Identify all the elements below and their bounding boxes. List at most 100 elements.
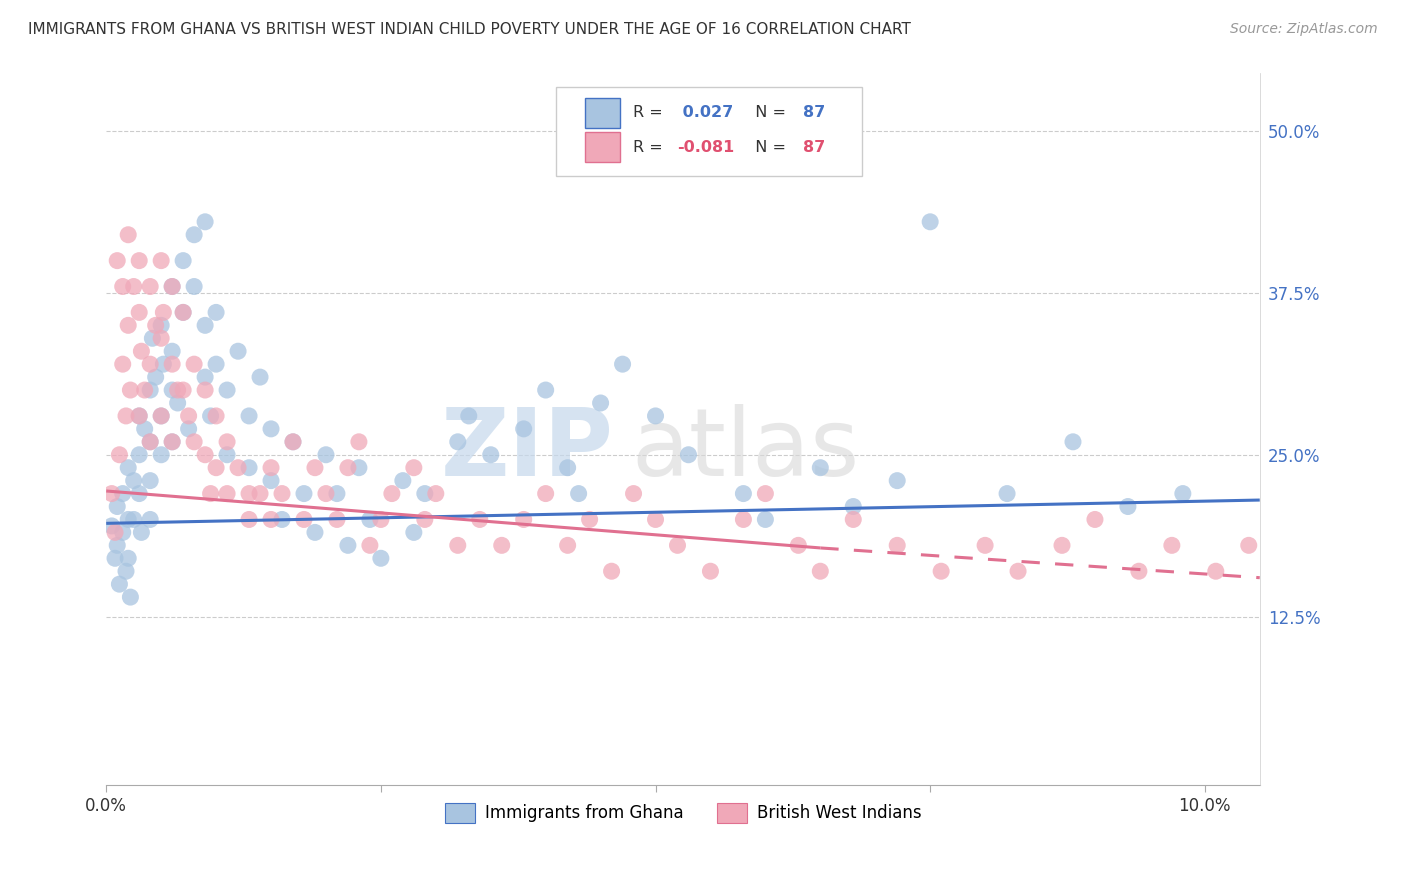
Point	[1171, 486, 1194, 500]
Point	[139, 383, 162, 397]
Point	[644, 409, 666, 423]
Point	[557, 460, 579, 475]
Point	[612, 357, 634, 371]
Point	[128, 305, 150, 319]
Point	[108, 448, 131, 462]
Point	[1160, 538, 1182, 552]
Point	[134, 383, 156, 397]
Point	[139, 434, 162, 449]
Point	[108, 577, 131, 591]
Point	[111, 525, 134, 540]
Point	[122, 512, 145, 526]
Point	[534, 486, 557, 500]
Point	[117, 318, 139, 333]
Point	[117, 227, 139, 242]
Point	[111, 357, 134, 371]
Point	[920, 215, 942, 229]
FancyBboxPatch shape	[557, 87, 862, 177]
Point	[370, 512, 392, 526]
Point	[534, 383, 557, 397]
Point	[995, 486, 1018, 500]
Point	[160, 434, 183, 449]
Point	[392, 474, 415, 488]
Point	[152, 357, 174, 371]
Point	[183, 227, 205, 242]
Text: Source: ZipAtlas.com: Source: ZipAtlas.com	[1230, 22, 1378, 37]
Point	[183, 434, 205, 449]
Point	[1237, 538, 1260, 552]
Point	[105, 253, 128, 268]
Point	[413, 486, 436, 500]
Point	[1128, 564, 1150, 578]
Point	[1062, 434, 1084, 449]
Point	[623, 486, 645, 500]
Text: atlas: atlas	[631, 404, 859, 496]
Point	[260, 474, 283, 488]
Point	[150, 331, 173, 345]
Point	[194, 318, 217, 333]
Point	[886, 474, 908, 488]
Text: 87: 87	[803, 105, 825, 120]
Point	[666, 538, 689, 552]
Point	[359, 538, 381, 552]
Point	[271, 486, 294, 500]
Point	[104, 551, 127, 566]
Point	[1007, 564, 1029, 578]
Point	[787, 538, 810, 552]
Point	[699, 564, 721, 578]
Point	[238, 486, 260, 500]
Legend: Immigrants from Ghana, British West Indians: Immigrants from Ghana, British West Indi…	[439, 797, 928, 830]
Point	[370, 551, 392, 566]
Point	[100, 519, 122, 533]
Text: R =: R =	[633, 139, 668, 154]
Point	[145, 370, 167, 384]
Point	[172, 253, 194, 268]
Point	[281, 434, 304, 449]
Point	[292, 486, 315, 500]
Point	[557, 538, 579, 552]
Point	[111, 486, 134, 500]
FancyBboxPatch shape	[585, 132, 620, 162]
Point	[152, 305, 174, 319]
Point	[117, 512, 139, 526]
Point	[160, 383, 183, 397]
Point	[139, 357, 162, 371]
Point	[304, 460, 326, 475]
Text: 0.027: 0.027	[678, 105, 734, 120]
Point	[172, 305, 194, 319]
Point	[842, 500, 865, 514]
Point	[139, 279, 162, 293]
Point	[122, 474, 145, 488]
Point	[160, 357, 183, 371]
Point	[139, 474, 162, 488]
Point	[568, 486, 591, 500]
Point	[128, 409, 150, 423]
Point	[512, 512, 534, 526]
Point	[111, 279, 134, 293]
Point	[347, 460, 370, 475]
Point	[336, 460, 359, 475]
Point	[194, 215, 217, 229]
Point	[205, 305, 228, 319]
Point	[238, 460, 260, 475]
Point	[315, 448, 337, 462]
Point	[217, 434, 239, 449]
Point	[128, 409, 150, 423]
Point	[226, 344, 249, 359]
Point	[512, 422, 534, 436]
Point	[160, 434, 183, 449]
Point	[131, 525, 153, 540]
Point	[128, 486, 150, 500]
Point	[122, 279, 145, 293]
Text: ZIP: ZIP	[441, 404, 614, 496]
Point	[226, 460, 249, 475]
Point	[886, 538, 908, 552]
Point	[733, 486, 755, 500]
Point	[150, 253, 173, 268]
Text: N =: N =	[745, 139, 792, 154]
Point	[457, 409, 479, 423]
Point	[425, 486, 447, 500]
Point	[172, 305, 194, 319]
Point	[150, 448, 173, 462]
Point	[172, 383, 194, 397]
